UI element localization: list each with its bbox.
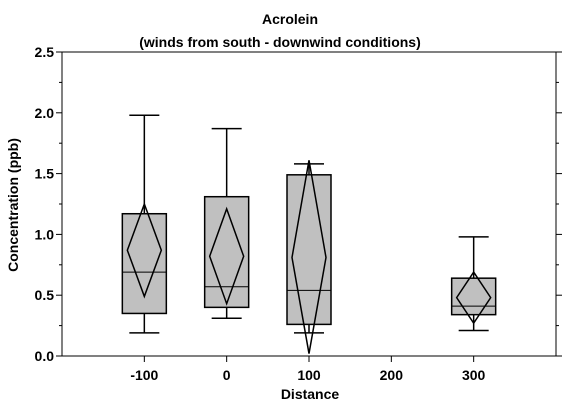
box — [286, 174, 332, 326]
box — [203, 195, 250, 309]
box — [450, 277, 497, 316]
box-group — [286, 160, 332, 354]
x-axis-label: Distance — [281, 386, 340, 402]
y-tick-label: 2.0 — [35, 105, 55, 121]
x-tick-label: 100 — [297, 367, 321, 383]
y-tick-label: 0.0 — [35, 348, 55, 364]
x-tick-label: 300 — [462, 367, 486, 383]
y-axis-label: Concentration (ppb) — [5, 138, 21, 272]
y-tick-label: 1.0 — [35, 226, 55, 242]
y-axis: 0.0 0.5 1.0 1.5 2.0 2.5 — [35, 44, 562, 364]
box-series — [121, 114, 497, 354]
mean-diamond — [291, 160, 327, 354]
box-group — [450, 236, 497, 332]
x-axis: -100 0 100 200 300 — [130, 356, 486, 383]
x-tick-label: 0 — [223, 367, 231, 383]
box-group — [121, 114, 168, 334]
box-group — [203, 127, 250, 320]
y-tick-label: 1.5 — [35, 166, 55, 182]
x-tick-label: -100 — [130, 367, 158, 383]
y-tick-label: 0.5 — [35, 287, 55, 303]
mean-diamond — [455, 270, 492, 325]
x-tick-label: 200 — [380, 367, 404, 383]
chart-title: Acrolein — [262, 11, 318, 27]
chart-subtitle: (winds from south - downwind conditions) — [139, 34, 421, 50]
mean-diamond — [208, 206, 245, 306]
mean-diamond — [126, 201, 163, 299]
y-tick-label: 2.5 — [35, 44, 55, 60]
